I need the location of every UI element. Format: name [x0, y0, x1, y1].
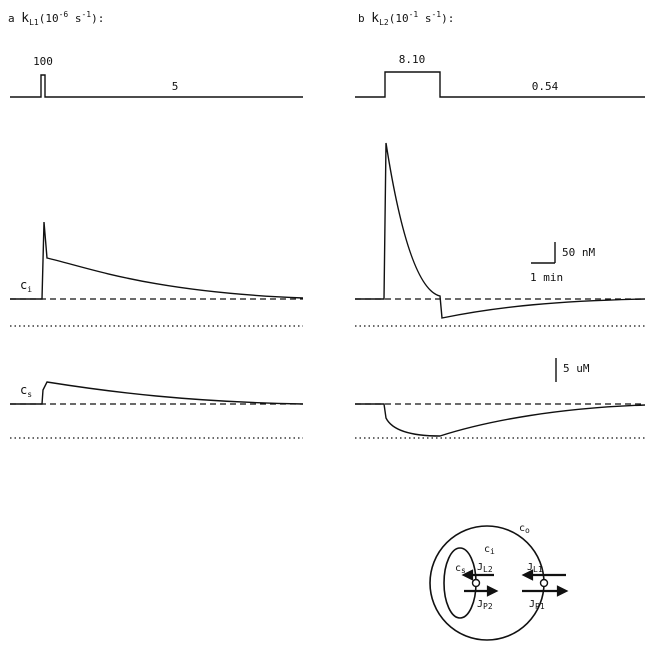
- text-part: -1: [81, 10, 91, 19]
- text-part: i: [490, 547, 495, 556]
- cell-diagram: co ci cs JL2 JL1 JP2 JP1: [429, 523, 569, 641]
- text-part: ):: [91, 12, 104, 25]
- text-part: b: [358, 12, 365, 25]
- label: JP1: [529, 599, 545, 611]
- flux-arrows: [461, 569, 569, 597]
- trace-label: cs: [20, 383, 32, 399]
- cs-trace-a: [10, 381, 304, 405]
- text-part: c: [20, 383, 27, 397]
- text-part: c: [519, 523, 525, 534]
- text-part: -1: [431, 10, 441, 19]
- text-part: L1: [29, 18, 39, 27]
- base-value: 0.54: [532, 80, 559, 93]
- label: JP2: [477, 599, 493, 611]
- text-part: L1: [533, 565, 543, 574]
- text-part: k: [371, 11, 379, 26]
- text-part: L2: [483, 565, 493, 574]
- scale-label: 50 nM: [562, 246, 595, 259]
- text-part: P1: [535, 602, 545, 611]
- text-part: s: [461, 566, 466, 575]
- text-part: J: [527, 562, 533, 573]
- text-part: J: [477, 599, 483, 610]
- text-part: c: [484, 544, 490, 555]
- text-part: i: [27, 285, 32, 294]
- pulse-value: 100: [33, 55, 53, 68]
- scale-label: 5 uM: [563, 362, 590, 375]
- text-part: -6: [59, 10, 69, 19]
- text-part: a: [8, 12, 15, 25]
- protocol-b: [355, 71, 645, 98]
- text-part: c: [455, 563, 461, 574]
- text-part: k: [21, 11, 29, 26]
- label: cs: [455, 563, 466, 575]
- panel-a-title: a kL1(10-6 s-1):: [8, 10, 104, 27]
- pulse-value: 8.10: [399, 53, 426, 66]
- text-part: (10: [389, 12, 409, 25]
- text-part: s: [27, 390, 32, 399]
- text-part: L2: [379, 18, 389, 27]
- base-value: 5: [172, 80, 179, 93]
- text-part: (10: [39, 12, 59, 25]
- text-part: ):: [441, 12, 454, 25]
- label: ci: [484, 544, 495, 556]
- store: [443, 547, 477, 619]
- text-part: P2: [483, 602, 493, 611]
- text-part: J: [529, 599, 535, 610]
- text-part: o: [525, 526, 530, 535]
- text-part: -1: [409, 10, 419, 19]
- text-part: c: [20, 278, 27, 292]
- label: JL1: [527, 562, 543, 574]
- scale-label: 1 min: [530, 271, 563, 284]
- ci-trace-b: [355, 142, 646, 319]
- label: JL2: [477, 562, 493, 574]
- panel-b-title: b kL2(10-1 s-1):: [358, 10, 454, 27]
- label: co: [519, 523, 530, 535]
- ci-trace-a: [10, 221, 304, 300]
- text-part: s: [425, 12, 432, 25]
- trace-label: ci: [20, 278, 32, 294]
- cs-trace-b: [355, 403, 646, 437]
- protocol-a: [10, 74, 303, 98]
- text-part: J: [477, 562, 483, 573]
- text-part: s: [75, 12, 82, 25]
